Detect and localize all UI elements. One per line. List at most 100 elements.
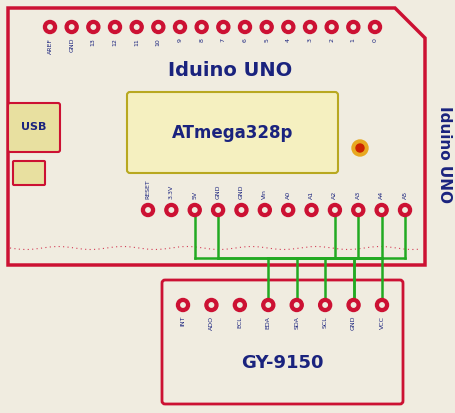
Text: AREF: AREF [47,38,52,54]
Circle shape [177,25,182,29]
Text: GND: GND [69,38,74,52]
Circle shape [146,208,150,212]
Circle shape [289,299,303,311]
Circle shape [318,299,331,311]
Circle shape [307,25,312,29]
Circle shape [233,299,246,311]
Text: 12: 12 [112,38,117,46]
Circle shape [303,21,316,33]
Circle shape [169,208,173,212]
Circle shape [48,25,52,29]
Circle shape [355,144,363,152]
Text: VCC: VCC [379,316,384,329]
Circle shape [221,25,225,29]
Text: 10: 10 [156,38,161,46]
Text: A5: A5 [402,191,407,199]
Circle shape [69,25,74,29]
Circle shape [262,208,267,212]
Circle shape [180,303,185,307]
Circle shape [368,21,381,33]
Text: USB: USB [21,123,46,133]
Circle shape [176,299,189,311]
Circle shape [43,21,56,33]
Circle shape [258,204,271,216]
Circle shape [329,25,333,29]
Circle shape [156,25,160,29]
Text: 1: 1 [350,38,355,42]
Text: INT: INT [180,316,185,327]
FancyBboxPatch shape [8,103,60,152]
Text: Vin: Vin [262,189,267,199]
Text: ECL: ECL [237,316,242,328]
Circle shape [261,299,274,311]
Text: RESET: RESET [145,179,150,199]
Text: GND: GND [238,185,243,199]
Text: SDA: SDA [293,316,298,329]
Circle shape [398,204,410,216]
Text: A1: A1 [308,191,313,199]
Circle shape [304,204,317,216]
Circle shape [195,21,208,33]
Circle shape [65,21,78,33]
Circle shape [308,208,313,212]
Text: 13: 13 [91,38,96,46]
Circle shape [209,303,213,307]
Circle shape [242,25,247,29]
Circle shape [379,303,384,307]
Text: A0: A0 [285,191,290,199]
Circle shape [91,25,96,29]
Circle shape [324,21,338,33]
FancyBboxPatch shape [162,280,402,404]
Text: ATmega328p: ATmega328p [172,123,293,142]
Circle shape [281,204,294,216]
Text: 0: 0 [372,38,377,42]
Circle shape [217,21,229,33]
Circle shape [402,208,406,212]
Circle shape [281,21,294,33]
Text: SCL: SCL [322,316,327,328]
Circle shape [188,204,201,216]
Circle shape [108,21,121,33]
Circle shape [238,21,251,33]
Circle shape [285,208,290,212]
Text: 2: 2 [329,38,334,42]
Text: GND: GND [215,185,220,199]
Text: 7: 7 [220,38,225,42]
Text: 11: 11 [134,38,139,46]
Circle shape [328,204,341,216]
Circle shape [234,204,248,216]
Circle shape [264,25,268,29]
Text: Iduino UNO: Iduino UNO [436,107,451,204]
FancyBboxPatch shape [13,161,45,185]
Circle shape [372,25,376,29]
Text: 4: 4 [285,38,290,42]
FancyBboxPatch shape [127,92,337,173]
Circle shape [199,25,203,29]
Circle shape [346,21,359,33]
Text: EDA: EDA [265,316,270,329]
Circle shape [192,208,197,212]
Circle shape [294,303,298,307]
Circle shape [86,21,100,33]
Circle shape [215,208,220,212]
Circle shape [379,208,383,212]
Circle shape [173,21,186,33]
Circle shape [130,21,143,33]
Text: ADO: ADO [208,316,213,330]
Text: 5V: 5V [192,191,197,199]
Circle shape [346,299,359,311]
Text: 8: 8 [199,38,204,42]
Text: GND: GND [350,316,355,330]
Circle shape [112,25,117,29]
Text: 3.3V: 3.3V [168,185,173,199]
Circle shape [374,204,387,216]
Circle shape [260,21,273,33]
Circle shape [211,204,224,216]
Circle shape [351,303,355,307]
Text: Iduino UNO: Iduino UNO [167,60,292,79]
Circle shape [350,25,355,29]
Circle shape [239,208,243,212]
Text: A4: A4 [378,191,383,199]
Circle shape [332,208,336,212]
Circle shape [152,21,164,33]
